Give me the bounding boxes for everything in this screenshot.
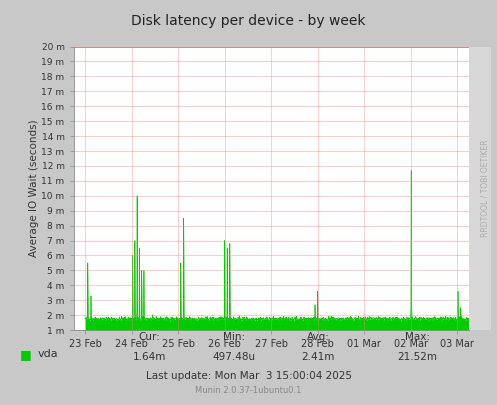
Text: Avg:: Avg:: [307, 332, 330, 342]
Text: Min:: Min:: [223, 332, 245, 342]
Text: 21.52m: 21.52m: [398, 352, 437, 362]
Text: Disk latency per device - by week: Disk latency per device - by week: [131, 14, 366, 28]
Y-axis label: Average IO Wait (seconds): Average IO Wait (seconds): [29, 119, 39, 257]
Text: Max:: Max:: [405, 332, 430, 342]
Text: Cur:: Cur:: [138, 332, 160, 342]
Text: Last update: Mon Mar  3 15:00:04 2025: Last update: Mon Mar 3 15:00:04 2025: [146, 371, 351, 381]
Text: 497.48u: 497.48u: [212, 352, 255, 362]
Text: ■: ■: [20, 348, 32, 361]
Text: vda: vda: [37, 350, 58, 359]
Text: Munin 2.0.37-1ubuntu0.1: Munin 2.0.37-1ubuntu0.1: [195, 386, 302, 395]
Text: 2.41m: 2.41m: [301, 352, 335, 362]
Text: 1.64m: 1.64m: [132, 352, 166, 362]
Text: RRDTOOL / TOBI OETIKER: RRDTOOL / TOBI OETIKER: [480, 140, 489, 237]
